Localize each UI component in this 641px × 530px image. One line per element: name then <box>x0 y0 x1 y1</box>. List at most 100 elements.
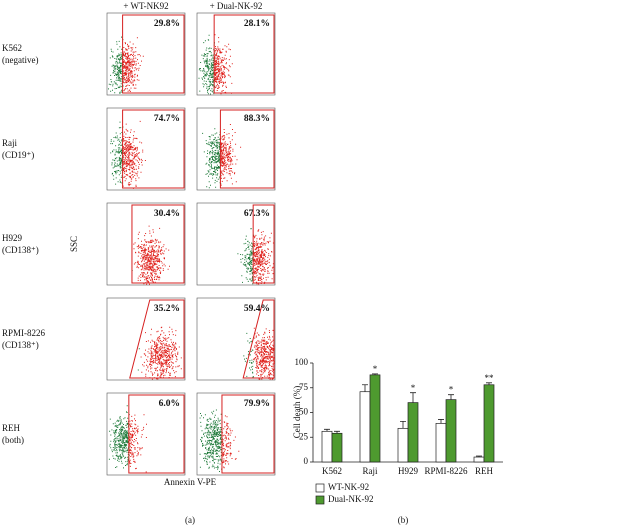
gate-percentage: 59.4% <box>244 304 270 314</box>
error-bar <box>324 428 330 432</box>
event-dots <box>140 326 182 380</box>
column-header: + WT-NK92 <box>123 1 168 11</box>
event-dots <box>243 332 254 378</box>
plot-frame <box>106 297 186 381</box>
bar <box>321 430 333 463</box>
gate-percentage: 88.3% <box>244 114 270 124</box>
event-dots <box>253 229 274 285</box>
legend-swatch <box>315 495 325 505</box>
significance: * <box>373 364 378 374</box>
event-dots <box>110 121 124 185</box>
legend-label: WT-NK-92 <box>328 482 369 492</box>
event-dots <box>122 37 144 92</box>
plot-frame <box>106 392 186 476</box>
plot-frame <box>196 107 276 191</box>
gate <box>122 14 185 94</box>
row-label: Raji <box>2 138 17 148</box>
y-tick-label: 25 <box>299 431 309 441</box>
legend-label: Dual-NK-92 <box>328 494 374 504</box>
gate-percentage: 6.0% <box>159 399 180 409</box>
x-tick-label: RPMI-8226 <box>424 466 468 476</box>
plot-frame <box>196 297 276 381</box>
y-axis-label: Cell death (%) <box>292 386 302 438</box>
row-label: K562 <box>2 43 22 53</box>
significance: * <box>411 383 416 393</box>
error-bar <box>372 373 378 375</box>
error-bar <box>400 421 406 429</box>
y-axis-label: SSC <box>69 236 79 252</box>
event-dots <box>237 228 255 285</box>
error-bar <box>486 382 492 385</box>
legend-swatch <box>315 483 325 493</box>
x-tick-label: Raji <box>363 466 378 476</box>
row-sublabel: (CD138⁺) <box>2 245 39 255</box>
bar <box>445 399 457 463</box>
bar <box>331 432 343 463</box>
bar <box>359 391 371 463</box>
column-header: + Dual-NK-92 <box>210 1 263 11</box>
event-dots <box>108 405 130 469</box>
plot-frame <box>196 392 276 476</box>
event-dots <box>137 348 140 371</box>
plot-frame <box>196 12 276 96</box>
row-label: RPMI-8226 <box>2 328 46 338</box>
event-dots <box>199 409 223 472</box>
event-dots <box>253 327 275 380</box>
gate <box>213 14 275 94</box>
gate-percentage: 67.3% <box>244 209 270 219</box>
row-label: H929 <box>2 233 22 243</box>
error-bar <box>362 384 368 392</box>
significance: ** <box>485 373 495 383</box>
gate-percentage: 29.8% <box>154 19 180 29</box>
caption: (b) <box>398 515 409 525</box>
bar <box>473 456 485 463</box>
event-dots <box>220 124 242 186</box>
error-bar <box>448 394 454 400</box>
error-bar <box>438 419 444 424</box>
error-bar <box>476 455 482 458</box>
y-tick-label: 50 <box>299 407 309 417</box>
bar <box>397 427 409 463</box>
row-sublabel: (CD19⁺) <box>2 150 34 160</box>
gate-percentage: 30.4% <box>154 209 180 219</box>
gate-percentage: 28.1% <box>244 19 270 29</box>
gate <box>129 299 185 379</box>
row-sublabel: (CD138⁺) <box>2 340 39 350</box>
caption: (a) <box>185 515 195 525</box>
error-bar <box>334 430 340 434</box>
gate <box>128 394 185 474</box>
event-dots <box>202 128 222 189</box>
x-tick-label: K562 <box>322 466 342 476</box>
gate <box>122 109 185 189</box>
gate-percentage: 79.9% <box>244 399 270 409</box>
plot-frame <box>106 107 186 191</box>
gate <box>242 299 275 379</box>
y-tick-label: 0 <box>304 456 309 466</box>
event-dots <box>198 34 216 95</box>
error-bar <box>410 392 416 403</box>
row-sublabel: (negative) <box>2 55 38 65</box>
row-label: REH <box>2 423 21 433</box>
gate-percentage: 35.2% <box>154 304 180 314</box>
event-dots <box>133 225 170 285</box>
row-sublabel: (both) <box>2 435 24 445</box>
bar <box>369 374 381 463</box>
x-tick-label: H929 <box>398 466 418 476</box>
event-dots <box>128 414 147 473</box>
y-tick-label: 100 <box>295 357 309 367</box>
bar <box>435 423 447 463</box>
x-axis-label: Annexin V-PE <box>164 477 217 487</box>
plot-frame <box>106 202 186 286</box>
bar <box>407 402 419 463</box>
bar <box>483 384 495 463</box>
gate <box>221 394 275 474</box>
gate <box>131 204 185 284</box>
plot-frame <box>106 12 186 96</box>
plot-frame <box>196 202 276 286</box>
gate-percentage: 74.7% <box>154 114 180 124</box>
gate <box>252 204 275 284</box>
event-dots <box>108 36 124 94</box>
gate <box>219 109 275 189</box>
event-dots <box>122 120 146 189</box>
